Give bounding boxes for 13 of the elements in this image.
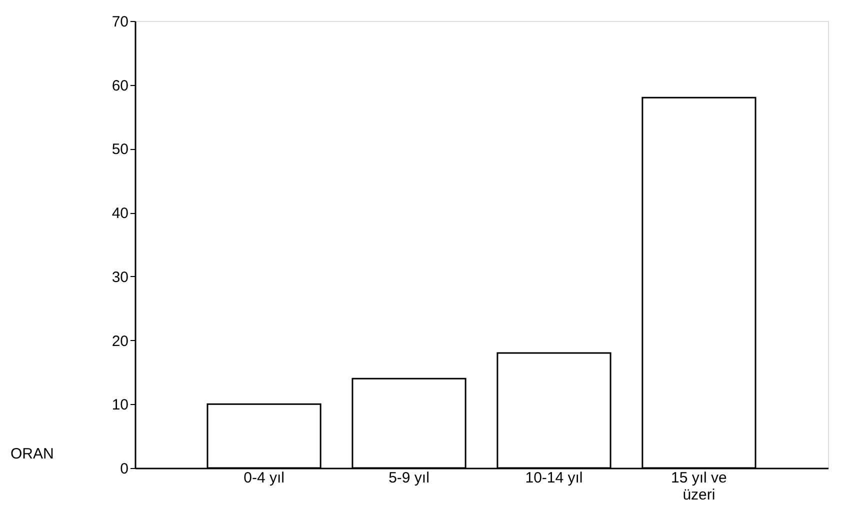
y-tick-label: 50	[112, 141, 128, 158]
y-axis-title: ORAN	[10, 446, 54, 462]
y-tick-label: 10	[112, 396, 128, 414]
y-tick-label: 20	[112, 332, 128, 350]
y-tick-label: 40	[112, 205, 128, 222]
y-tick-label: 60	[112, 77, 128, 94]
y-tick-label: 70	[112, 14, 128, 30]
x-tick-label: 15 yıl ve üzeri	[671, 470, 727, 504]
x-tick-label: 0-4 yıl	[244, 470, 284, 486]
y-tick-label: 0	[120, 460, 128, 478]
x-tick-label: 5-9 yıl	[388, 470, 430, 486]
x-tick-label: 10-14 yıl	[525, 470, 583, 486]
y-tick-label: 30	[112, 268, 128, 286]
